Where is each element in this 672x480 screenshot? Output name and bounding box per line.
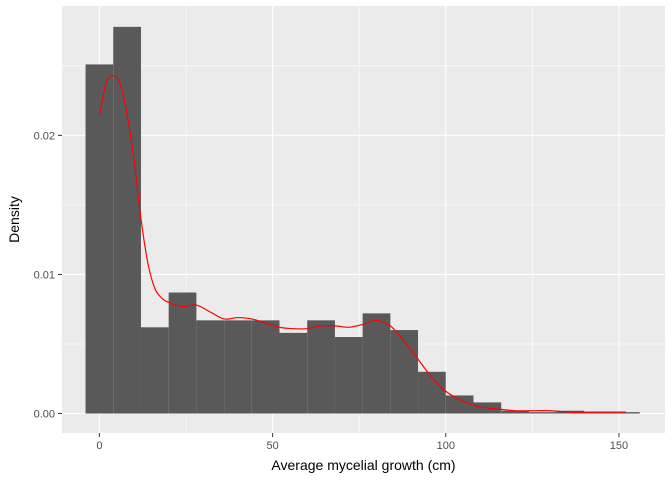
- x-tick-label: 50: [266, 440, 278, 452]
- x-tick-label: 100: [437, 440, 455, 452]
- y-tick-label: 0.01: [34, 269, 55, 281]
- x-axis-title: Average mycelial growth (cm): [271, 457, 455, 473]
- histogram-bar: [113, 26, 141, 414]
- x-tick-label: 0: [96, 440, 102, 452]
- histogram-bar: [501, 410, 529, 414]
- y-axis-title: Density: [6, 196, 22, 243]
- y-tick-label: 0.00: [34, 409, 55, 421]
- histogram-bar: [528, 412, 557, 414]
- histogram-bar: [362, 313, 391, 414]
- histogram-bar: [251, 320, 280, 414]
- axis-ticks: 0 50 100 150 0.00 0.01 0.02: [34, 130, 629, 452]
- x-tick-label: 150: [610, 440, 628, 452]
- histogram-bars: [85, 26, 640, 414]
- histogram-bar: [334, 337, 363, 414]
- histogram-bar: [418, 371, 446, 414]
- histogram-bar: [224, 320, 252, 414]
- density-curve: [98, 74, 626, 413]
- histogram-bar: [307, 320, 335, 414]
- histogram-bar: [445, 395, 474, 414]
- histogram-bar: [279, 332, 308, 414]
- histogram-bar: [140, 327, 169, 414]
- histogram-bar: [584, 412, 613, 414]
- histogram-bar: [85, 64, 114, 414]
- histogram-bar: [390, 330, 419, 414]
- histogram-bar: [196, 320, 225, 414]
- histogram-bar: [168, 292, 197, 414]
- y-tick-label: 0.02: [34, 130, 55, 142]
- histogram-bar: [612, 412, 640, 414]
